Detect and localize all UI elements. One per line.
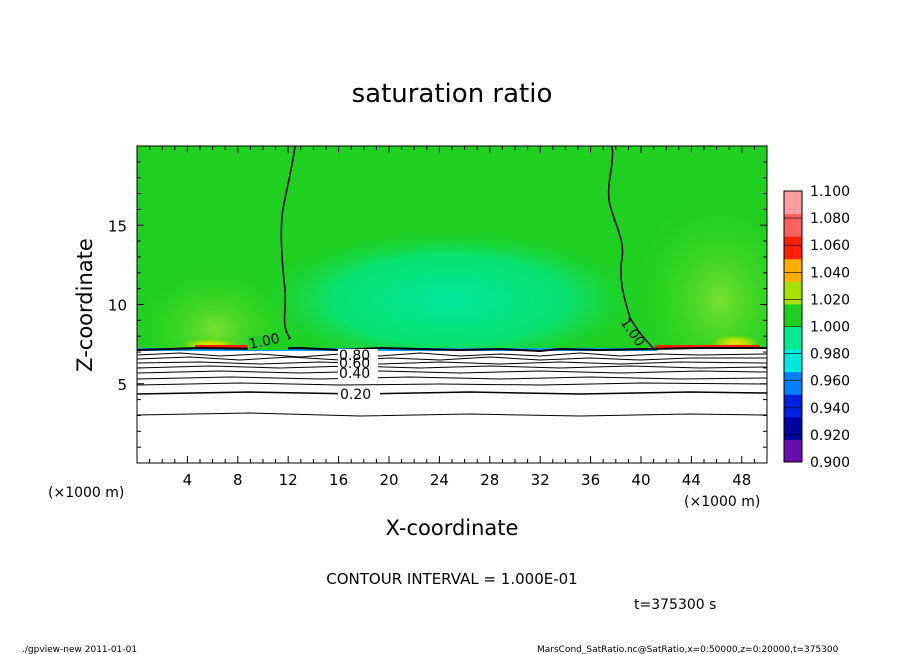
contour-line-0.10 [137, 412, 767, 417]
colorbar-label: 0.960 [810, 374, 850, 390]
colorbar-label: 1.020 [810, 292, 850, 308]
colorbar-swatch [784, 326, 802, 350]
contour-label: 0.20 [340, 387, 371, 403]
contour-label: 0.80 [339, 348, 370, 364]
x-tick-label: 40 [631, 471, 650, 489]
contour-line-0.70 [137, 361, 767, 365]
y-tick-label: 15 [108, 217, 127, 235]
x-tick-label: 20 [379, 471, 398, 489]
colorbar-swatch [784, 236, 802, 260]
unsaturated-region [137, 348, 767, 463]
y-axis-label: Z-coordinate [73, 238, 97, 372]
x-tick-label: 4 [183, 471, 193, 489]
x-tick-label: 24 [430, 471, 449, 489]
colorbar-label: 1.100 [810, 184, 850, 200]
contour-line-0.90 [137, 352, 767, 358]
footer-right: MarsCond_SatRatio.nc@SatRatio,x=0:50000,… [537, 645, 839, 654]
y-axis-unit: (×1000 m) [48, 485, 124, 501]
contour-label: 1.00 [248, 331, 282, 353]
contour-interval-text: CONTOUR INTERVAL = 1.000E-01 [326, 570, 577, 588]
colorbar-swatch [784, 258, 802, 282]
y-axis: 5 10 15 [108, 161, 767, 448]
x-axis: 4 8 12 16 20 24 28 32 36 40 44 48 [149, 146, 755, 489]
colorbar-swatch [784, 439, 802, 463]
x-tick-label: 32 [531, 471, 550, 489]
chart-title: saturation ratio [352, 79, 553, 109]
boundary-band [137, 348, 657, 351]
colorbar-label: 1.000 [810, 320, 850, 336]
contour-line-1.00-left [274, 146, 296, 346]
colorbar-swatch [784, 303, 802, 327]
peak-band-right [655, 345, 760, 348]
y-tick-label: 10 [108, 297, 127, 315]
colorbar-label: 1.060 [810, 238, 850, 254]
subsaturated-patch-center [250, 225, 650, 375]
x-tick-label: 16 [329, 471, 348, 489]
colorbar-label: 0.900 [810, 455, 850, 471]
colorbar-swatch [784, 371, 802, 395]
contour-line-0.40 [137, 376, 767, 380]
contour-line-0.60 [137, 365, 767, 369]
colorbar-swatch [784, 416, 802, 440]
contour-line-0.80 [137, 356, 767, 361]
colorbar-label: 0.980 [810, 347, 850, 363]
colorbar-swatch [784, 394, 802, 418]
x-tick-label: 48 [732, 471, 751, 489]
colorbar-label: 0.920 [810, 428, 850, 444]
x-tick-label: 12 [279, 471, 298, 489]
contour-label: 0.60 [339, 356, 370, 372]
contour-line-0.20 [137, 391, 767, 395]
colorbar-swatch [784, 349, 802, 373]
time-text: t=375300 s [634, 597, 716, 613]
x-tick-label: 44 [682, 471, 701, 489]
colorbar: 0.900 0.920 0.940 0.960 0.980 1.000 1.020 1.040… [783, 184, 850, 471]
x-tick-label: 8 [233, 471, 243, 489]
colorbar-swatch [784, 213, 802, 237]
footer-left: ./gpview-new 2011-01-01 [22, 645, 137, 654]
colorbar-label: 1.080 [810, 211, 850, 227]
contour-line-0.50 [137, 370, 767, 374]
y-tick-label: 5 [117, 376, 127, 394]
colorbar-swatch [784, 191, 802, 215]
colorbar-label: 1.040 [810, 265, 850, 281]
contour-line-1.00-right [607, 146, 656, 351]
contour-label: 0.40 [339, 366, 370, 382]
contour-line-0.30 [137, 382, 767, 386]
x-axis-label: X-coordinate [386, 516, 519, 540]
x-axis-unit: (×1000 m) [684, 494, 760, 510]
peak-band-left [195, 345, 250, 348]
colorbar-label: 0.940 [810, 401, 850, 417]
x-tick-label: 28 [480, 471, 499, 489]
colorbar-swatch [784, 281, 802, 305]
plot-area [137, 146, 767, 463]
x-tick-label: 36 [581, 471, 600, 489]
